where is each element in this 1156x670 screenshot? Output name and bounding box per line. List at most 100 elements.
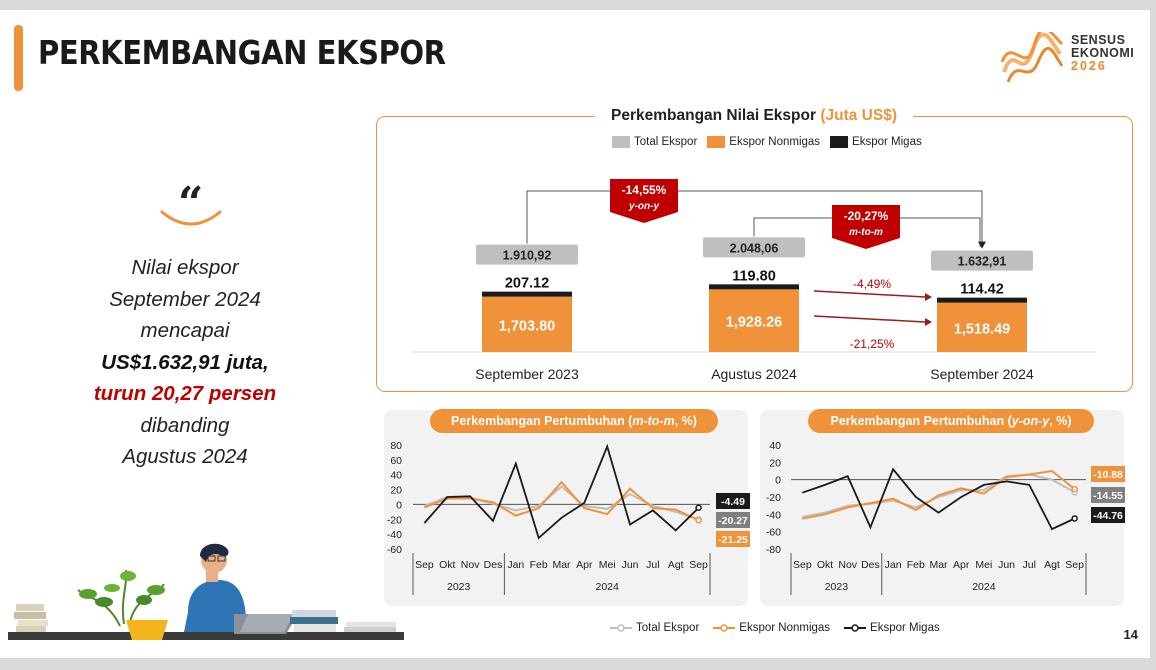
sensus-ekonomi-logo: SENSUS EKONOMI 2026 [1000, 27, 1145, 88]
bar-migas [709, 284, 799, 290]
end-value-label: -20.27 [718, 515, 748, 527]
yoy-badge [610, 179, 678, 223]
bar-nonmigas [937, 302, 1027, 352]
end-value-box [1091, 487, 1125, 503]
x-tick-label: Jul [1023, 559, 1036, 571]
total-value-box [476, 244, 578, 265]
x-tick-label: Apr [953, 559, 970, 571]
x-tick-label: Nov [838, 559, 857, 571]
yoy-value: -14,55% [622, 183, 667, 197]
summary-line: Nilai ekspor [131, 256, 239, 279]
x-tick-label: Feb [907, 559, 925, 571]
legend-line-migas: Ekspor Migas [844, 622, 940, 634]
person-at-laptop-illustration [8, 543, 404, 640]
x-tick-label: Feb [530, 559, 548, 571]
legend-line-total: Total Ekspor [610, 622, 699, 634]
x-tick-label: Jan [507, 559, 524, 571]
y-tick-label: 0 [396, 499, 402, 511]
end-value-box [716, 493, 750, 509]
page-title: PERKEMBANGAN EKSPOR [38, 33, 446, 72]
migas-change-arrow [813, 290, 926, 298]
legend-migas: Ekspor Migas [830, 136, 922, 148]
bar-nonmigas [482, 296, 572, 352]
logo-line-2: EKONOMI [1071, 46, 1135, 60]
x-tick-label: Mar [929, 559, 948, 571]
end-value-label: -21.25 [718, 534, 748, 546]
yoy-growth-title: Perkembangan Pertumbuhan (y-on-y, %) [808, 409, 1094, 433]
logo-line-1: SENSUS [1071, 33, 1126, 47]
end-value-label: -10.88 [1093, 469, 1123, 481]
legend-total: Total Ekspor [612, 136, 697, 148]
bar-migas-label: 119.80 [732, 268, 776, 284]
series-end-marker [1071, 485, 1078, 493]
y-tick-label: -40 [387, 529, 402, 541]
y-tick-label: -20 [387, 514, 402, 526]
year-label: 2024 [596, 581, 620, 593]
smile-icon [160, 210, 222, 226]
year-label: 2023 [825, 581, 849, 593]
x-tick-label: Mei [599, 559, 616, 571]
slide: PERKEMBANGAN EKSPOR SENSUS EKONOMI 2026 … [0, 10, 1150, 658]
end-value-box [716, 531, 750, 547]
page-number: 14 [1123, 627, 1138, 642]
x-tick-label: Mar [552, 559, 571, 571]
x-tick-label: Nov [461, 559, 480, 571]
nonmigas-change-label: -21,25% [850, 337, 895, 351]
y-tick-label: 40 [390, 470, 402, 482]
end-value-box [1091, 466, 1125, 482]
mtm-value: -20,27% [844, 209, 889, 223]
y-tick-label: -20 [766, 492, 781, 504]
logo-text: SENSUS EKONOMI 2026 [1071, 34, 1134, 73]
end-value-box [716, 512, 750, 528]
title-accent-bar [14, 25, 23, 91]
summary-change: turun 20,27 persen [93, 382, 277, 405]
y-tick-label: 40 [769, 440, 781, 452]
x-category-label: Agustus 2024 [711, 366, 797, 382]
y-tick-label: 80 [390, 440, 402, 452]
y-tick-label: -80 [766, 544, 781, 556]
end-value-label: -14.55 [1093, 490, 1123, 502]
line-chart-legend: Total Ekspor Ekspor Nonmigas Ekspor Miga… [610, 622, 940, 634]
bar-migas-label: 114.42 [960, 282, 1004, 298]
series-line-nonmigas [802, 469, 1076, 520]
bar-chart-legend: Total Ekspor Ekspor Nonmigas Ekspor Miga… [612, 136, 922, 148]
export-value-bar-chart: 1,703.80 207.12 1.910,92 September 2023 1,92… [412, 179, 1096, 382]
bar-nonmigas-label: 1,518.49 [954, 321, 1010, 337]
y-tick-label: 0 [775, 475, 781, 487]
total-value-box [703, 237, 805, 258]
mtm-label: m-to-m [849, 227, 883, 238]
series-end-marker [1071, 515, 1078, 522]
x-category-label: September 2023 [475, 366, 579, 382]
x-tick-label: Des [861, 559, 880, 571]
y-tick-label: 60 [390, 455, 402, 467]
year-label: 2023 [447, 581, 471, 593]
x-category-label: September 2024 [930, 366, 1034, 382]
summary-line: Agustus 2024 [122, 445, 248, 468]
x-tick-label: Sep [1065, 559, 1084, 571]
bar-migas [482, 291, 572, 297]
yoy-label: y-on-y [628, 201, 659, 212]
series-line-migas [423, 443, 700, 540]
mtm-growth-title: Perkembangan Pertumbuhan (m-to-m, %) [430, 409, 718, 433]
bar-nonmigas-label: 1,928.26 [726, 315, 782, 331]
end-value-box [1091, 507, 1125, 523]
export-value-chart-title: Perkembangan Nilai Ekspor (Juta US$) [595, 107, 913, 125]
summary-value: US$1.632,91 juta, [101, 350, 269, 374]
y-tick-label: 20 [769, 457, 781, 469]
total-value-box [931, 250, 1033, 271]
x-tick-label: Okt [439, 559, 455, 571]
x-tick-label: Apr [576, 559, 593, 571]
nonmigas-change-arrow [813, 315, 926, 323]
connector-arrowhead [978, 241, 986, 249]
growth-line-charts: 80 60 40 20 0 -20 -40 -60 Sep Okt Nov Des Jan Feb Mar A… [387, 440, 1125, 595]
x-tick-label: Sep [793, 559, 812, 571]
mtm-growth-panel [384, 410, 748, 606]
bar-nonmigas [709, 289, 799, 352]
y-tick-label: 20 [390, 485, 402, 497]
total-value-label: 1.910,92 [503, 249, 552, 263]
summary-line: September 2024 [109, 287, 261, 311]
mtm-badge [832, 205, 900, 249]
x-tick-label: Jul [646, 559, 659, 571]
x-tick-label: Jun [998, 559, 1015, 571]
x-tick-label: Agt [1044, 559, 1060, 571]
